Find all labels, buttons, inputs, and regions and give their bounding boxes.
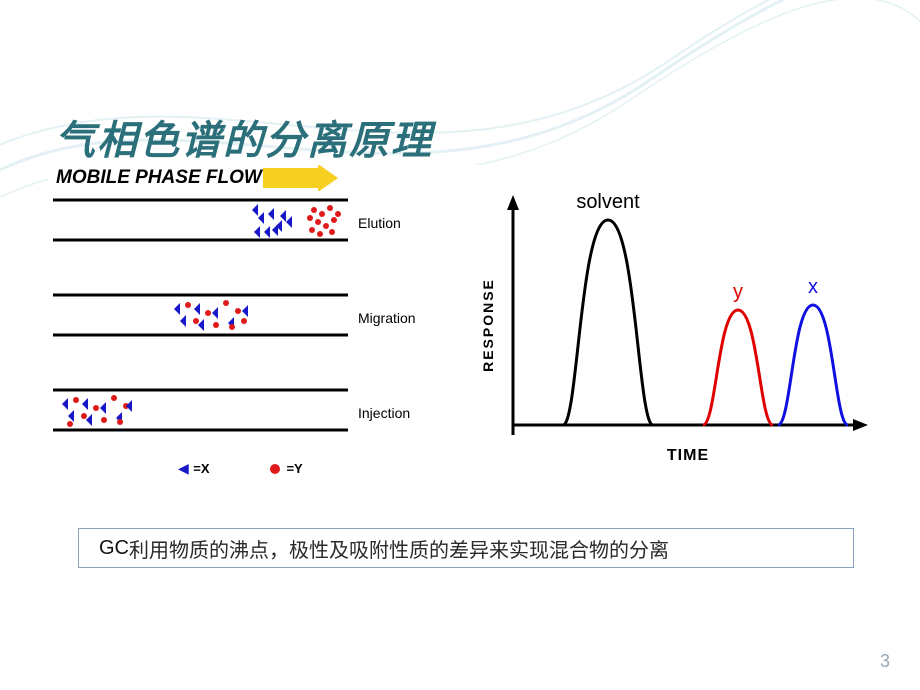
elution-label: Elution	[358, 215, 401, 231]
caption-text: 利用物质的沸点，极性及吸附性质的差异来实现混合物的分离	[129, 534, 669, 563]
y-marker-icon	[268, 462, 282, 476]
x-peak-label: x	[808, 276, 818, 298]
x-marker-icon: ◀	[178, 460, 189, 476]
page-number: 3	[880, 651, 890, 672]
solvent-peak-label: solvent	[576, 191, 640, 213]
y-axis-label: RESPONSE	[480, 278, 496, 372]
page-title: 气相色谱的分离原理	[55, 108, 433, 166]
separation-stages	[48, 190, 448, 510]
flow-arrow-icon	[263, 165, 338, 191]
flow-title: MOBILE PHASE FLOW	[56, 167, 262, 189]
injection-label: Injection	[358, 405, 410, 421]
x-axis-label: TIME	[667, 447, 709, 464]
chromatogram-chart: solvent y x RESPONSE TIME	[478, 180, 873, 490]
diagram-container: MOBILE PHASE FLOW	[48, 165, 863, 500]
y-peak-label: y	[733, 281, 743, 303]
caption-box: GC利用物质的沸点，极性及吸附性质的差异来实现混合物的分离	[78, 528, 854, 568]
legend-x: ◀ =X	[178, 460, 210, 478]
caption-prefix: GC	[99, 537, 129, 560]
migration-label: Migration	[358, 310, 416, 326]
legend-y: =Y	[268, 460, 303, 478]
